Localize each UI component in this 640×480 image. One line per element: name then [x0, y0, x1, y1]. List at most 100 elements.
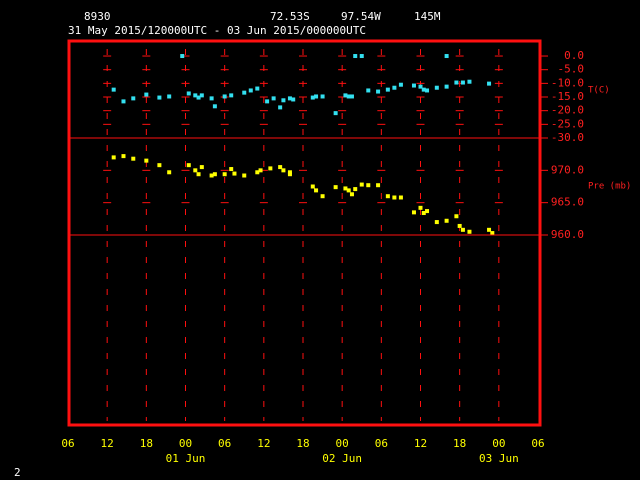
data-point	[157, 95, 162, 100]
longitude: 97.54W	[341, 10, 381, 23]
data-point	[255, 86, 260, 91]
x-tick-label: 12	[101, 437, 114, 450]
data-point	[248, 88, 253, 93]
data-point	[196, 172, 201, 177]
data-point	[346, 188, 351, 193]
data-point	[444, 54, 449, 59]
y-tick-label: -20.0	[551, 104, 584, 117]
x-tick-label: 06	[218, 437, 231, 450]
data-point	[167, 94, 172, 99]
x-tick-label: 00	[336, 437, 349, 450]
data-point	[121, 99, 126, 104]
x-tick-label: 12	[414, 437, 427, 450]
data-point	[460, 80, 465, 85]
x-tick-label: 12	[257, 437, 270, 450]
data-point	[349, 192, 354, 197]
data-point	[186, 163, 191, 168]
x-tick-label: 18	[140, 437, 153, 450]
data-point	[232, 171, 237, 176]
data-point	[434, 220, 439, 225]
data-point	[353, 54, 358, 59]
data-point	[310, 184, 315, 189]
data-point	[376, 89, 381, 94]
data-point	[199, 165, 204, 170]
data-point	[398, 195, 403, 200]
data-point	[222, 94, 227, 99]
x-tick-label: 00	[179, 437, 192, 450]
data-point	[421, 211, 426, 216]
data-point	[291, 97, 296, 102]
data-point	[268, 166, 273, 171]
data-point	[144, 92, 149, 97]
data-point	[366, 88, 371, 93]
data-point	[278, 105, 283, 110]
data-point	[111, 87, 116, 92]
date-label: 02 Jun	[322, 452, 362, 465]
data-point	[333, 111, 338, 116]
data-point	[411, 210, 416, 215]
data-point	[425, 209, 430, 214]
data-point	[131, 96, 136, 101]
data-point	[418, 84, 423, 89]
data-point	[229, 167, 234, 172]
x-tick-label: 18	[296, 437, 309, 450]
data-point	[131, 156, 136, 161]
data-point	[490, 231, 495, 236]
data-point	[320, 194, 325, 199]
data-point	[418, 205, 423, 210]
data-point	[180, 54, 185, 59]
data-point	[222, 172, 227, 177]
data-point	[111, 155, 116, 160]
y-tick-label: -30.0	[551, 131, 584, 144]
data-point	[454, 214, 459, 219]
elevation: 145M	[414, 10, 441, 23]
data-point	[281, 98, 286, 103]
data-point	[444, 218, 449, 223]
data-point	[281, 168, 286, 173]
y-tick-label: -10.0	[551, 76, 584, 89]
y-tick-label: -15.0	[551, 90, 584, 103]
data-point	[193, 168, 198, 173]
data-point	[157, 163, 162, 168]
data-point	[434, 85, 439, 90]
data-point	[376, 183, 381, 188]
data-point	[229, 93, 234, 98]
data-point	[421, 87, 426, 92]
data-point	[425, 88, 430, 93]
data-point	[333, 185, 338, 190]
data-point	[366, 183, 371, 188]
data-point	[353, 187, 358, 192]
data-point	[343, 186, 348, 191]
data-point	[359, 54, 364, 59]
data-point	[199, 93, 204, 98]
data-point	[385, 194, 390, 199]
data-point	[121, 154, 126, 159]
plot-frame	[67, 39, 542, 427]
data-point	[265, 99, 270, 104]
data-point	[144, 158, 149, 163]
data-point	[271, 96, 276, 101]
data-point	[196, 95, 201, 100]
data-point	[349, 94, 354, 99]
data-point	[193, 93, 198, 98]
data-point	[457, 223, 462, 228]
date-label: 03 Jun	[479, 452, 519, 465]
data-point	[359, 182, 364, 187]
x-tick-label: 06	[375, 437, 388, 450]
data-point	[212, 172, 217, 177]
data-point	[314, 94, 319, 99]
y-tick-label: 0.0	[564, 49, 584, 62]
latitude: 72.53S	[270, 10, 310, 23]
data-point	[444, 84, 449, 89]
data-point	[255, 170, 260, 175]
x-tick-label: 00	[492, 437, 505, 450]
data-point	[467, 79, 472, 84]
data-point	[392, 195, 397, 200]
data-point	[242, 173, 247, 178]
x-tick-label: 06	[531, 437, 544, 450]
x-tick-label: 06	[61, 437, 74, 450]
y-tick-label: 965.0	[551, 196, 584, 209]
data-point	[258, 168, 263, 173]
